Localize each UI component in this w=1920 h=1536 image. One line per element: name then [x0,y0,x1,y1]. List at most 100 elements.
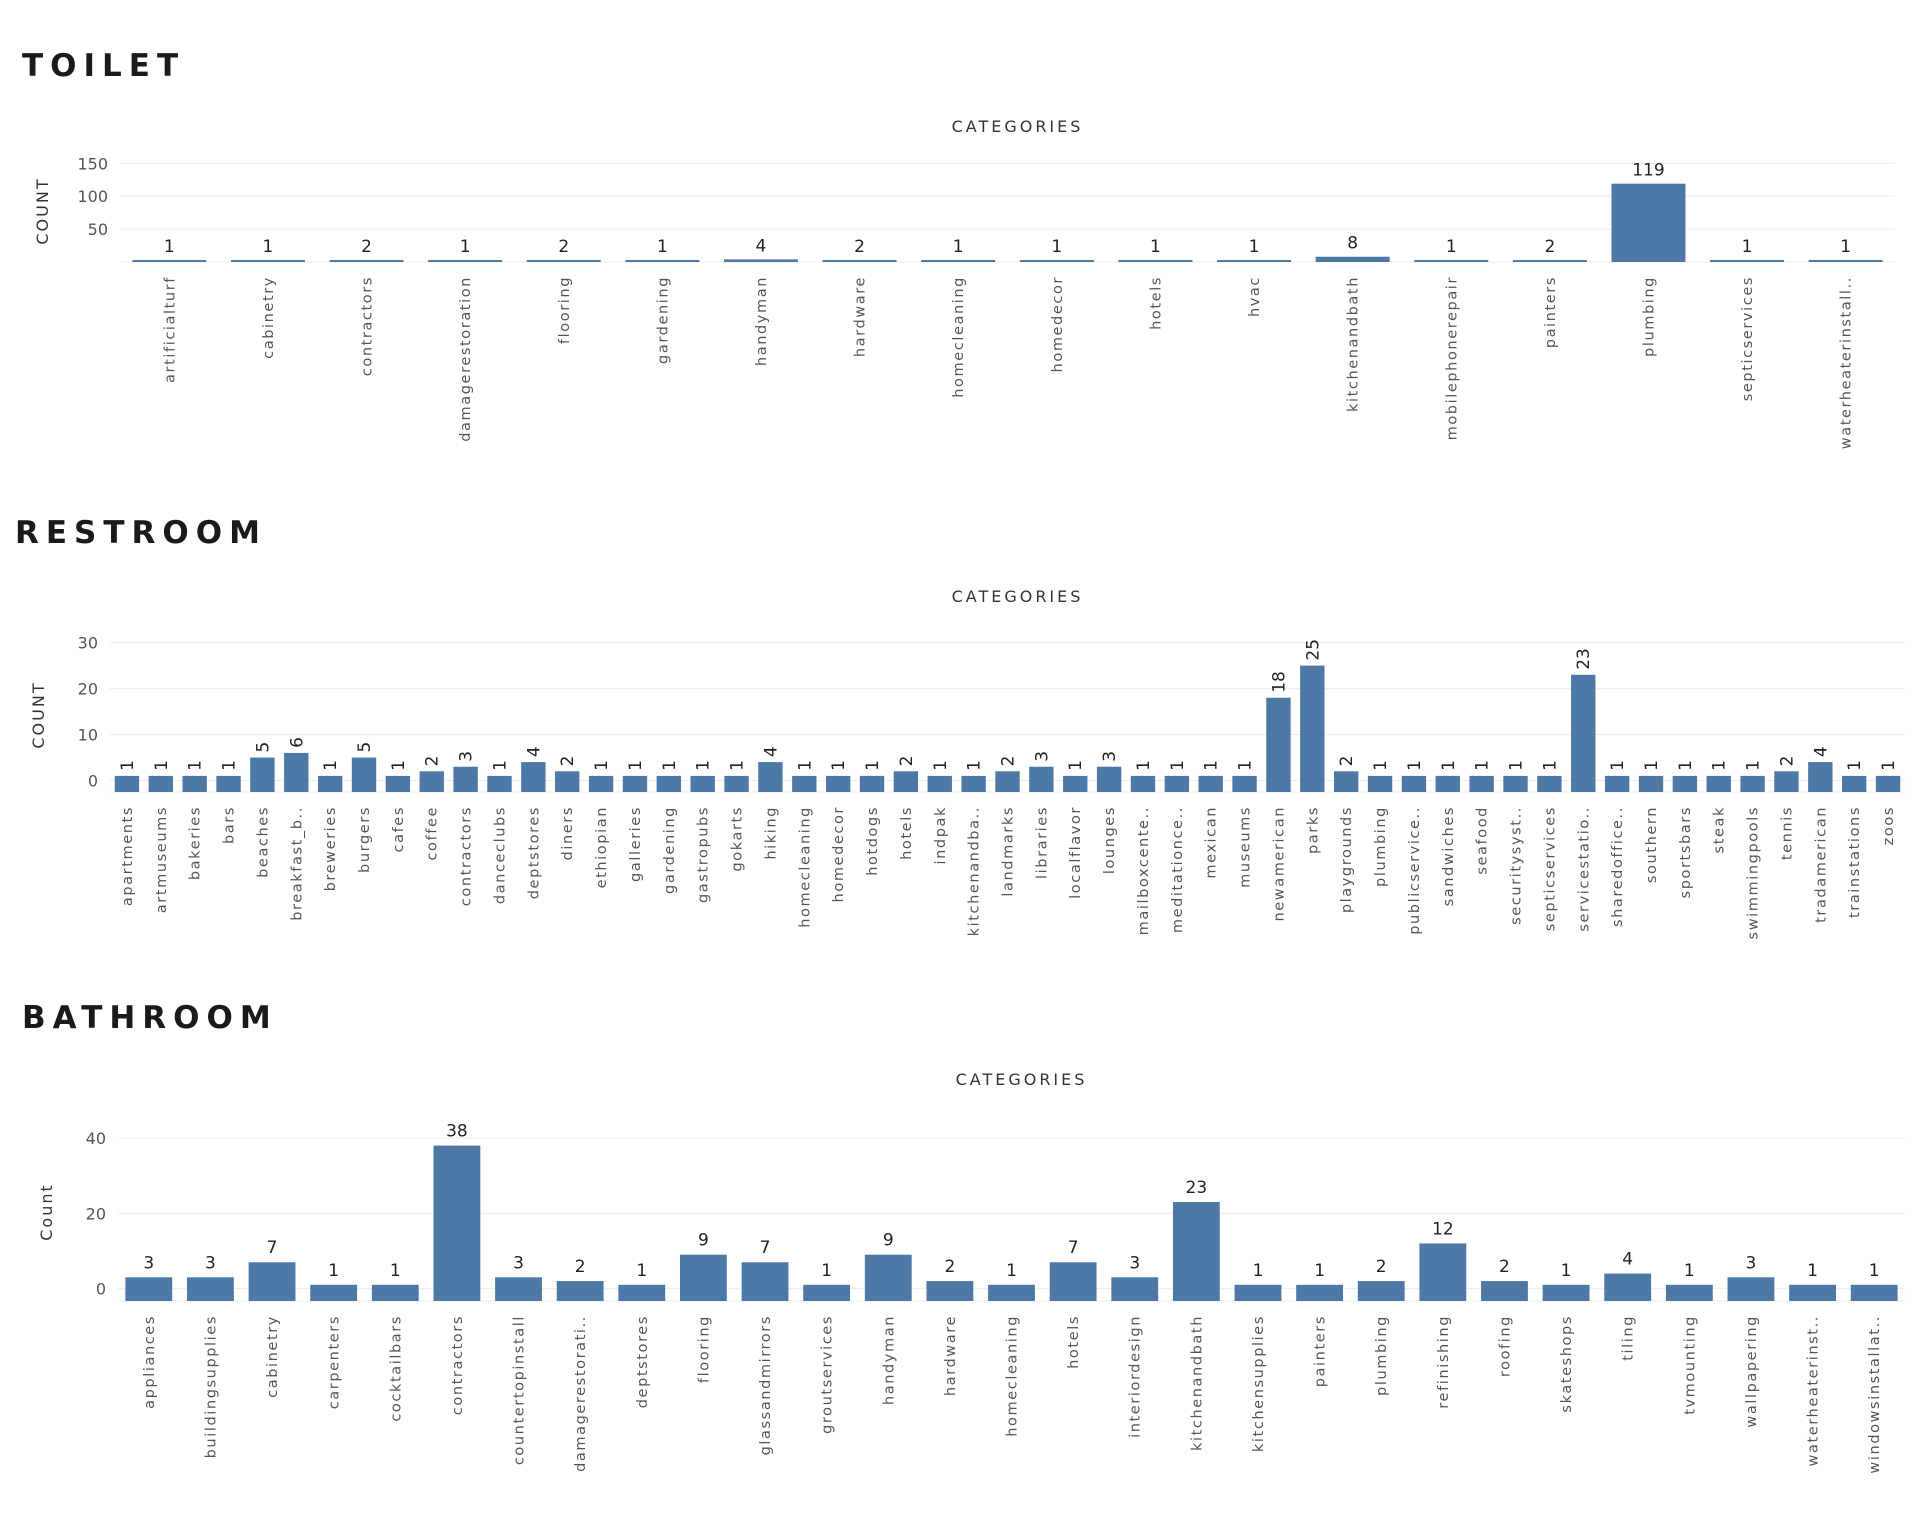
x-tick-label: bakeries [188,806,204,880]
data-label: 3 [205,1253,216,1273]
x-tick-label: waterheaterinstall.. [1839,276,1855,449]
data-label: 1 [1684,1261,1695,1281]
bar-handyman [864,1254,912,1301]
y-tick-label: 150 [77,154,108,173]
data-label: 1 [821,1261,832,1281]
x-tick-label: wallpapering [1744,1315,1760,1428]
data-label: 2 [558,755,578,766]
restroom-section-title: RESTROOM [15,515,267,551]
x-tick-label: diners [560,806,576,860]
x-tick-label: servicestatio.. [1576,806,1592,932]
x-tick-label: newamerican [1271,806,1287,922]
x-tick-label: burgers [357,806,373,873]
bar-waterheaterinstall- [1808,260,1883,262]
bar-refinishing [1419,1243,1467,1301]
x-tick-label: gokarts [730,806,746,872]
x-tick-label: meditationce.. [1170,806,1186,933]
data-label: 119 [1632,161,1664,181]
restroom-chart: CATEGORIES COUNT 0 10 20 30 1 apartments 1 artmus… [29,587,1905,939]
data-label: 1 [1879,760,1899,771]
x-tick-label: cafes [391,806,407,852]
y-tick-label: 20 [78,680,98,699]
data-label: 1 [1608,760,1628,771]
bar-contractors [453,766,478,792]
bathroom-chart: CATEGORIES Count 0 20 40 3 appliances 3 building… [37,1070,1905,1474]
x-tick-label: skateshops [1559,1315,1575,1413]
bar-tvmounting [1665,1284,1713,1301]
data-label: 1 [1405,760,1425,771]
bar-bakeries [182,775,207,792]
data-label: 8 [1347,234,1358,254]
data-label: 1 [220,760,240,771]
data-label: 23 [1186,1178,1208,1198]
bar-carpenters [310,1284,358,1301]
data-label: 2 [1499,1257,1510,1277]
data-label: 1 [1253,1261,1264,1281]
bar-deptstores [521,762,546,792]
y-tick-label: 10 [78,726,98,745]
data-label: 3 [1100,751,1120,762]
x-tick-label: trainstations [1847,806,1863,918]
x-tick-label: landmarks [1001,806,1017,897]
bar-burgers [351,757,377,792]
bar-septicservices [1710,260,1785,262]
x-tick-label: waterheaterinst.. [1806,1315,1822,1467]
x-tick-label: handyman [754,276,770,366]
data-label: 2 [361,237,372,257]
data-label: 1 [626,760,646,771]
x-tick-label: securitysyst.. [1509,806,1525,925]
bar-hardware [822,260,897,262]
x-tick-label: lounges [1102,806,1118,874]
bar-gardening [656,775,682,792]
x-tick-label: apartments [120,806,136,906]
bar-gastropubs [690,775,715,792]
bar-ethiopian [588,775,614,792]
bar-danceclubs [487,775,512,792]
bar-breweries [317,775,343,792]
bar-servicestatio- [1571,674,1596,792]
bar-trainstations [1842,775,1867,792]
bar-gokarts [724,775,749,792]
bar-parks [1300,665,1325,792]
y-tick-label: 40 [86,1129,106,1148]
x-tick-label: flooring [696,1315,712,1383]
bar-seafood [1469,775,1494,792]
bar-buildingsupplies [187,1277,234,1301]
bar-zoos [1875,775,1901,792]
data-label: 1 [694,760,714,771]
bar-hvac [1217,260,1292,262]
bar-countertopinstall [495,1277,542,1301]
categories-header: CATEGORIES [956,1070,1088,1089]
data-label: 3 [513,1253,524,1273]
data-label: 4 [756,236,767,256]
x-tick-label: handyman [881,1315,897,1405]
bar-tennis [1774,771,1799,792]
x-tick-label: groutservices [820,1315,836,1434]
x-tick-label: gardening [662,806,678,894]
x-tick-label: septicservices [1542,806,1558,931]
x-tick-label: damagerestoration [458,276,474,442]
data-label: 25 [1303,639,1323,661]
x-tick-label: danceclubs [492,806,508,904]
x-tick-label: seafood [1475,806,1491,875]
bar-swimmingpools [1740,775,1765,792]
data-label: 1 [1006,1261,1017,1281]
data-label: 23 [1574,648,1594,670]
bar-artificialturf [132,260,207,262]
data-label: 5 [355,742,375,753]
bar-playgrounds [1333,771,1359,792]
x-tick-label: museums [1238,806,1254,888]
bar-interiordesign [1111,1277,1159,1301]
x-tick-label: countertopinstall [512,1315,528,1465]
x-tick-label: contractors [450,1315,466,1415]
bar-artmuseums [148,775,173,792]
data-label: 1 [186,760,206,771]
x-tick-label: hiking [763,806,779,860]
data-label: 2 [575,1257,586,1277]
x-tick-label: hotdogs [865,806,881,876]
x-tick-label: artificialturf [162,276,178,383]
data-label: 1 [829,760,849,771]
x-tick-label: beaches [255,806,271,878]
data-label: 2 [854,237,865,257]
x-tick-label: mailboxcente.. [1136,806,1152,935]
